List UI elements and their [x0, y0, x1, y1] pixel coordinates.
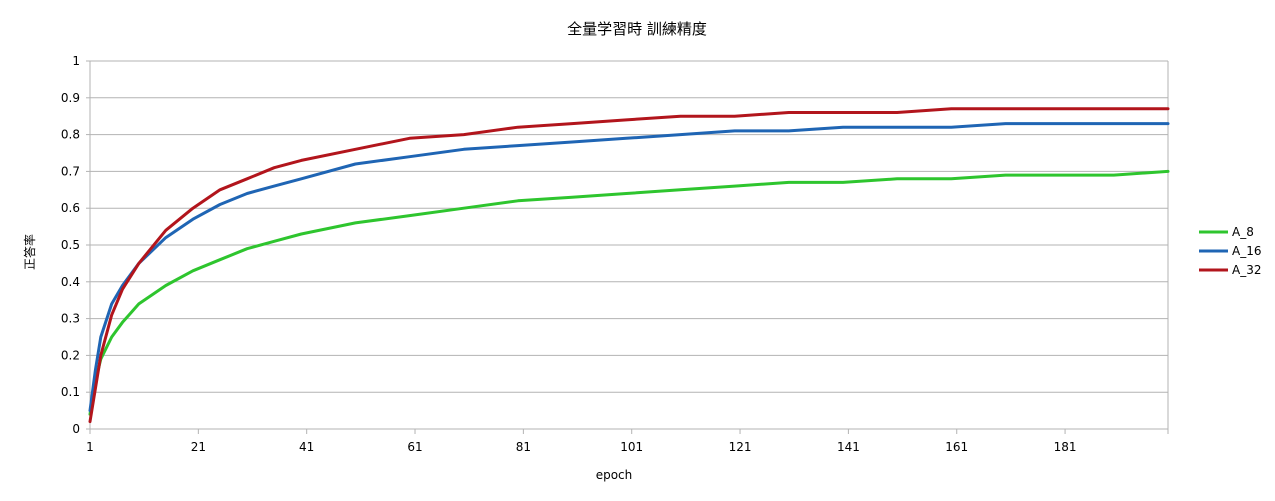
series-line-a-16 — [88, 122, 1170, 413]
y-axis-label: 正答率 — [22, 234, 37, 270]
y-tick-label: 0.3 — [61, 312, 80, 326]
y-tick-label: 0.1 — [61, 385, 80, 399]
y-tick-label: 0.2 — [61, 348, 80, 362]
y-tick-label: 0.5 — [61, 238, 80, 252]
x-tick-labels: 1 21 41 61 81 101 121 141 161 181 — [86, 440, 1076, 454]
x-tick-label: 1 — [86, 440, 94, 454]
x-tick-label: 41 — [299, 440, 314, 454]
y-tick-label: 0.6 — [61, 201, 80, 215]
y-tick-label: 0.4 — [61, 275, 80, 289]
legend-label: A_32 — [1232, 263, 1261, 277]
x-tick-label: 81 — [516, 440, 531, 454]
x-tick-label: 61 — [407, 440, 422, 454]
x-tick-label: 181 — [1054, 440, 1077, 454]
legend-label: A_16 — [1232, 244, 1261, 258]
x-tick-label: 21 — [191, 440, 206, 454]
legend-label: A_8 — [1232, 225, 1254, 239]
y-tick-label: 0.9 — [61, 91, 80, 105]
series-line-a-8 — [88, 169, 1170, 416]
y-tick-label: 0.8 — [61, 128, 80, 142]
legend: A_8 A_16 A_32 — [1199, 225, 1261, 277]
x-tick-label: 101 — [620, 440, 643, 454]
y-tick-label: 0.7 — [61, 164, 80, 178]
gridlines — [90, 60, 1168, 393]
axes — [86, 60, 1169, 434]
x-tick-label: 121 — [729, 440, 752, 454]
chart-title: 全量学習時 訓練精度 — [567, 20, 707, 38]
y-tick-label: 0 — [72, 422, 80, 436]
series-lines — [88, 107, 1170, 424]
y-tick-labels: 0 0.1 0.2 0.3 0.4 0.5 0.6 0.7 0.8 0.9 1 — [61, 54, 80, 436]
series-line-a-32 — [88, 107, 1170, 424]
x-tick-label: 161 — [945, 440, 968, 454]
x-tick-label: 141 — [837, 440, 860, 454]
y-tick-label: 1 — [72, 54, 80, 68]
x-axis-label: epoch — [596, 468, 633, 482]
